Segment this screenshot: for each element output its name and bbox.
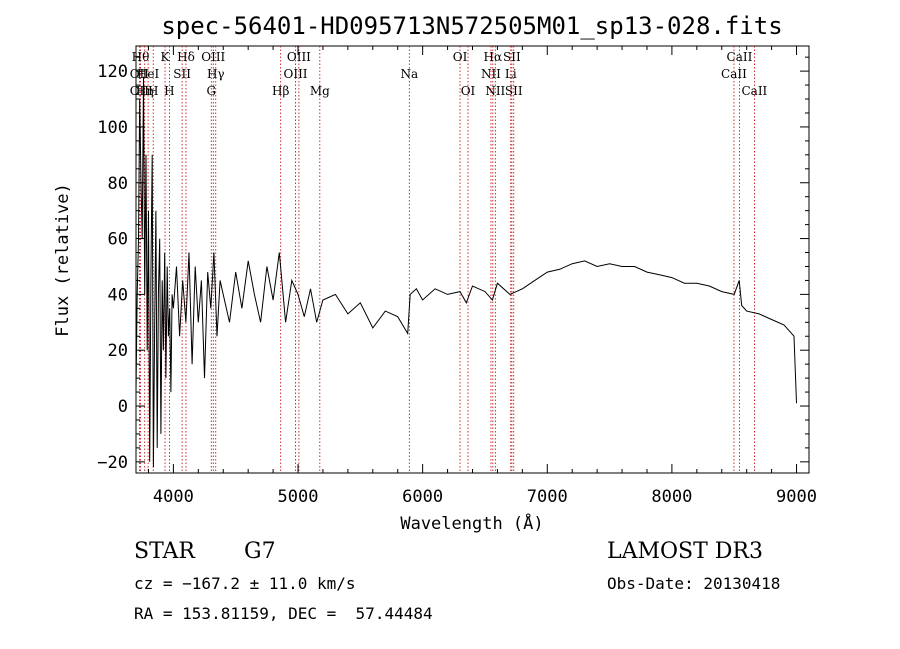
flux-series-line	[135, 76, 797, 468]
chart-title: spec-56401-HD095713N572505M01_sp13-028.f…	[161, 12, 782, 40]
line-label-16: Mg	[310, 84, 330, 98]
x-tick-label-1: 5000	[278, 487, 319, 507]
line-label-22: NII	[485, 84, 505, 98]
spectrum-chart: spec-56401-HD095713N572505M01_sp13-028.f…	[53, 12, 817, 534]
line-label-15: OIII	[287, 50, 311, 64]
line-label-7: H	[164, 84, 174, 98]
plot-frame	[135, 45, 810, 474]
line-label-28: CaII	[741, 84, 767, 98]
line-label-9: Hδ	[177, 50, 195, 64]
x-tick-label-2: 6000	[402, 487, 443, 507]
line-label-17: Na	[400, 67, 418, 81]
line-label-0: Hθ	[132, 50, 150, 64]
line-label-26: CaII	[721, 67, 747, 81]
y-tick-label-6: 100	[97, 118, 128, 138]
spectral-line-markers	[138, 46, 755, 473]
line-label-1: OII	[130, 67, 150, 81]
y-tick-label-3: 40	[108, 285, 128, 305]
y-tick-label-1: 0	[118, 397, 128, 417]
survey-name: LAMOST DR3	[607, 539, 763, 564]
line-label-14: OIII	[283, 67, 307, 81]
spectral-subclass: G7	[244, 539, 276, 564]
y-tick-label-5: 80	[108, 174, 128, 194]
y-axis-label: Flux (relative)	[53, 183, 73, 337]
y-tick-label-7: 120	[97, 62, 128, 82]
line-label-20: NII	[481, 67, 501, 81]
line-label-6: K	[161, 50, 171, 64]
object-type: STAR	[134, 539, 195, 564]
observation-date: Obs-Date: 20130418	[607, 574, 781, 593]
y-tick-label-4: 60	[108, 230, 128, 250]
x-axis: 4000 5000 6000 7000 8000 9000	[147, 46, 817, 507]
x-tick-label-0: 4000	[153, 487, 194, 507]
line-label-12: Hγ	[207, 67, 225, 81]
x-tick-label-5: 9000	[776, 487, 817, 507]
line-label-8: SII	[173, 67, 191, 81]
line-label-21: Hα	[484, 50, 503, 64]
line-label-10: G	[206, 84, 216, 98]
x-tick-label-4: 8000	[651, 487, 692, 507]
x-axis-label: Wavelength (Å)	[400, 512, 543, 534]
y-tick-label-2: 20	[108, 341, 128, 361]
line-label-2: OII	[130, 84, 150, 98]
y-tick-label-0: −20	[97, 453, 128, 473]
radial-velocity: cz = −167.2 ± 11.0 km/s	[134, 574, 356, 593]
line-label-25: SII	[505, 84, 523, 98]
line-label-19: OI	[461, 84, 476, 98]
spectral-line-labels: HθOIIOIIHηHeIHKHSIIHδGOIIIHγHβOIIIOIIIMg…	[130, 50, 768, 98]
line-label-11: OIII	[201, 50, 225, 64]
line-label-4: HeI	[137, 67, 160, 81]
line-label-5: H	[148, 84, 158, 98]
coordinates: RA = 153.81159, DEC = 57.44484	[134, 604, 433, 623]
line-label-13: Hβ	[272, 84, 289, 98]
y-axis: −20 0 20 40 60 80 100 120	[97, 56, 809, 473]
line-label-23: Li	[505, 67, 517, 81]
line-label-18: OI	[453, 50, 468, 64]
line-label-3: Hη	[136, 84, 154, 98]
x-tick-label-3: 7000	[527, 487, 568, 507]
line-label-27: CaII	[727, 50, 753, 64]
line-label-24: SII	[503, 50, 521, 64]
